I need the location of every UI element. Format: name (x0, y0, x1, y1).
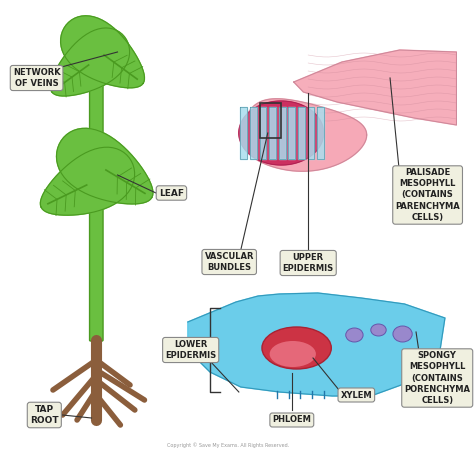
Polygon shape (308, 107, 314, 159)
Bar (260, 103, 281, 138)
Text: XYLEM: XYLEM (340, 390, 372, 400)
Ellipse shape (262, 327, 331, 369)
Polygon shape (279, 107, 285, 159)
Ellipse shape (346, 328, 363, 342)
Ellipse shape (270, 341, 316, 367)
Text: NETWORK
OF VEINS: NETWORK OF VEINS (13, 68, 60, 88)
Text: PHLOEM: PHLOEM (273, 415, 311, 424)
Polygon shape (260, 107, 266, 159)
Text: Copyright © Save My Exams. All Rights Reserved.: Copyright © Save My Exams. All Rights Re… (167, 442, 289, 448)
Polygon shape (239, 101, 324, 165)
Text: SPONGY
MESOPHYLL
(CONTAINS
PORENCHYMA
CELLS): SPONGY MESOPHYLL (CONTAINS PORENCHYMA CE… (404, 351, 470, 405)
FancyBboxPatch shape (90, 29, 103, 341)
Text: TAP
ROOT: TAP ROOT (30, 405, 59, 425)
Text: LEAF: LEAF (159, 188, 184, 197)
Polygon shape (242, 99, 367, 171)
Polygon shape (56, 128, 153, 204)
Polygon shape (289, 107, 295, 159)
Text: PALISADE
MESOPHYLL
(CONTAINS
PARENCHYMA
CELLS): PALISADE MESOPHYLL (CONTAINS PARENCHYMA … (395, 168, 460, 222)
Polygon shape (240, 107, 247, 159)
Polygon shape (298, 107, 305, 159)
Polygon shape (50, 28, 129, 96)
Text: VASCULAR
BUNDLES: VASCULAR BUNDLES (204, 252, 254, 272)
Ellipse shape (393, 326, 412, 342)
Ellipse shape (371, 324, 386, 336)
Text: UPPER
EPIDERMIS: UPPER EPIDERMIS (283, 253, 334, 273)
Polygon shape (317, 107, 324, 159)
Polygon shape (61, 16, 145, 88)
Polygon shape (294, 50, 456, 125)
Polygon shape (269, 107, 276, 159)
Text: LOWER
EPIDERMIS: LOWER EPIDERMIS (165, 340, 216, 360)
Polygon shape (188, 293, 445, 396)
Polygon shape (250, 107, 256, 159)
Polygon shape (40, 147, 135, 215)
